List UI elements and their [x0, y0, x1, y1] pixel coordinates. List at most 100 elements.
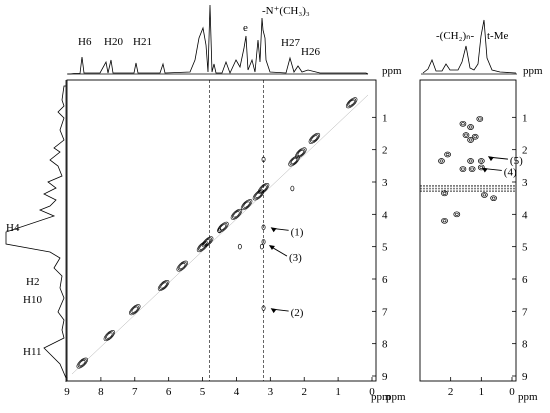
main-x-tick-label: 2: [301, 386, 307, 398]
diagonal-peak: [218, 223, 228, 232]
diagonal-peak: [130, 305, 140, 314]
inset-peak: [470, 167, 474, 171]
main-x-tick-label: 0: [369, 386, 375, 398]
annotation-label: (3): [289, 252, 302, 264]
main-y-tick-label: 2: [382, 145, 388, 157]
top-spectrum-trace: [68, 4, 369, 75]
inset-peak: [468, 125, 473, 129]
main-y-tick-label: 8: [382, 339, 388, 351]
inset-peak: [479, 159, 484, 163]
diagonal-peak: [160, 282, 167, 289]
inset-x-tick-label: 2: [448, 386, 454, 398]
diagonal-peak: [230, 208, 243, 220]
label-nme3: -N⁺(CH₃)₃: [262, 5, 310, 17]
diagonal-peak: [233, 211, 240, 218]
cross-peak: [261, 239, 266, 245]
main-y-tick-label: 5: [382, 242, 388, 254]
diagonal-peak: [179, 263, 186, 270]
inset-peak: [476, 116, 484, 122]
inset-peak: [462, 132, 470, 138]
diagonal-peak: [260, 185, 267, 192]
inset-peak: [490, 195, 497, 202]
diagonal-peak: [257, 183, 270, 194]
main-y-ppm: ppm: [371, 391, 391, 403]
diagonal-peak: [176, 260, 188, 272]
main-y-tick-label: 4: [382, 209, 388, 221]
left-spectrum-trace: [5, 85, 67, 379]
diagonal-peak: [79, 360, 86, 367]
diagonal-peak: [240, 199, 253, 211]
cross-peak: [217, 227, 222, 234]
inset-panel-frame: [419, 79, 517, 382]
inset-peak: [453, 211, 461, 218]
main-y-tick-label: 6: [382, 274, 388, 286]
inset-x-tick-label: 1: [479, 386, 485, 398]
diagonal-peak: [219, 224, 227, 231]
annotation-label: (1): [291, 226, 304, 238]
diagonal-peak: [297, 149, 305, 156]
diagonal-peak: [103, 330, 116, 342]
inset-y-tick-label: 5: [522, 242, 528, 254]
diagonal-peak: [77, 358, 87, 368]
main-x-tick-label: 1: [335, 386, 341, 398]
inset-peak: [439, 159, 444, 163]
diagonal-peak: [243, 201, 250, 208]
inset-y-tick-label: 2: [522, 145, 528, 157]
inset-peak: [464, 133, 468, 137]
main-diagonal: [71, 94, 369, 375]
main-x-tick-label: 3: [268, 386, 274, 398]
inset-peak: [444, 151, 451, 158]
diagonal-peak: [347, 98, 357, 108]
label-h27: H27: [281, 37, 300, 49]
label-h2: H2: [26, 276, 39, 288]
inset-peak: [461, 122, 465, 126]
inset-peak: [442, 191, 447, 195]
inset-peak: [467, 124, 474, 130]
main-2d-panel: 9 8 7 6 5 4 3 2 1 0 1 2 3 4 5 6 7 8 9 ppm ppm (1) (3) (2): [64, 79, 406, 403]
cross-peak: [261, 305, 266, 311]
diagonal-peak: [177, 261, 187, 271]
inset-peak: [468, 138, 473, 142]
annotation-arrowhead: [270, 308, 277, 314]
label-h20: H20: [104, 36, 123, 48]
inset-x-tick-label: 0: [509, 386, 515, 398]
diagonal-peak: [309, 134, 319, 143]
inset-peak: [441, 190, 448, 197]
main-y-tick-label: 9: [382, 371, 388, 383]
inset-peak: [491, 196, 496, 200]
inset-peak: [467, 158, 474, 164]
annotation-arrowhead: [270, 227, 277, 233]
main-x-tick-label: 8: [98, 386, 104, 398]
diagonal-peak: [296, 148, 306, 158]
diagonal-peak: [345, 97, 358, 109]
inset-y-tick-label: 4: [522, 209, 528, 221]
inset-peak: [482, 193, 487, 197]
inset-y-tick-label: 7: [522, 306, 528, 318]
inset-y-tick-label: 1: [522, 112, 528, 124]
diagonal-peak: [201, 236, 214, 248]
cross-peak: [261, 224, 266, 231]
diagonal-peak: [196, 241, 209, 253]
annotation-label: (4): [504, 166, 517, 178]
diagonal-peak: [232, 210, 241, 219]
diagonal-peak: [252, 189, 265, 201]
inset-peak: [471, 133, 479, 140]
label-h4: H4: [6, 222, 20, 234]
label-h21: H21: [133, 36, 152, 48]
main-y-tick-label: 1: [382, 112, 388, 124]
label-e: e: [243, 22, 248, 34]
diagonal-peak: [289, 156, 299, 166]
inset-peak: [479, 165, 484, 169]
inset-peak: [461, 167, 465, 171]
main-x-ppm: ppm: [386, 391, 406, 403]
inset-2d-panel: 2 1 0 1 2 3 4 5 6 7 8 9 ppm (5)(4): [419, 79, 538, 403]
inset-peak: [459, 166, 467, 172]
label-h26: H26: [301, 46, 320, 58]
main-x-tick-label: 5: [200, 386, 206, 398]
cross-peak: [261, 156, 266, 163]
diagonal-peak: [131, 306, 138, 313]
diagonal-peak: [198, 242, 207, 251]
main-y-tick-label: 3: [382, 177, 388, 189]
top-1d-spectrum: H6 H20 H21 e -N⁺(CH₃)₃ H27 H26 -(CH₂)ₙ- …: [67, 4, 543, 77]
inset-y-tick-label: 8: [522, 339, 528, 351]
